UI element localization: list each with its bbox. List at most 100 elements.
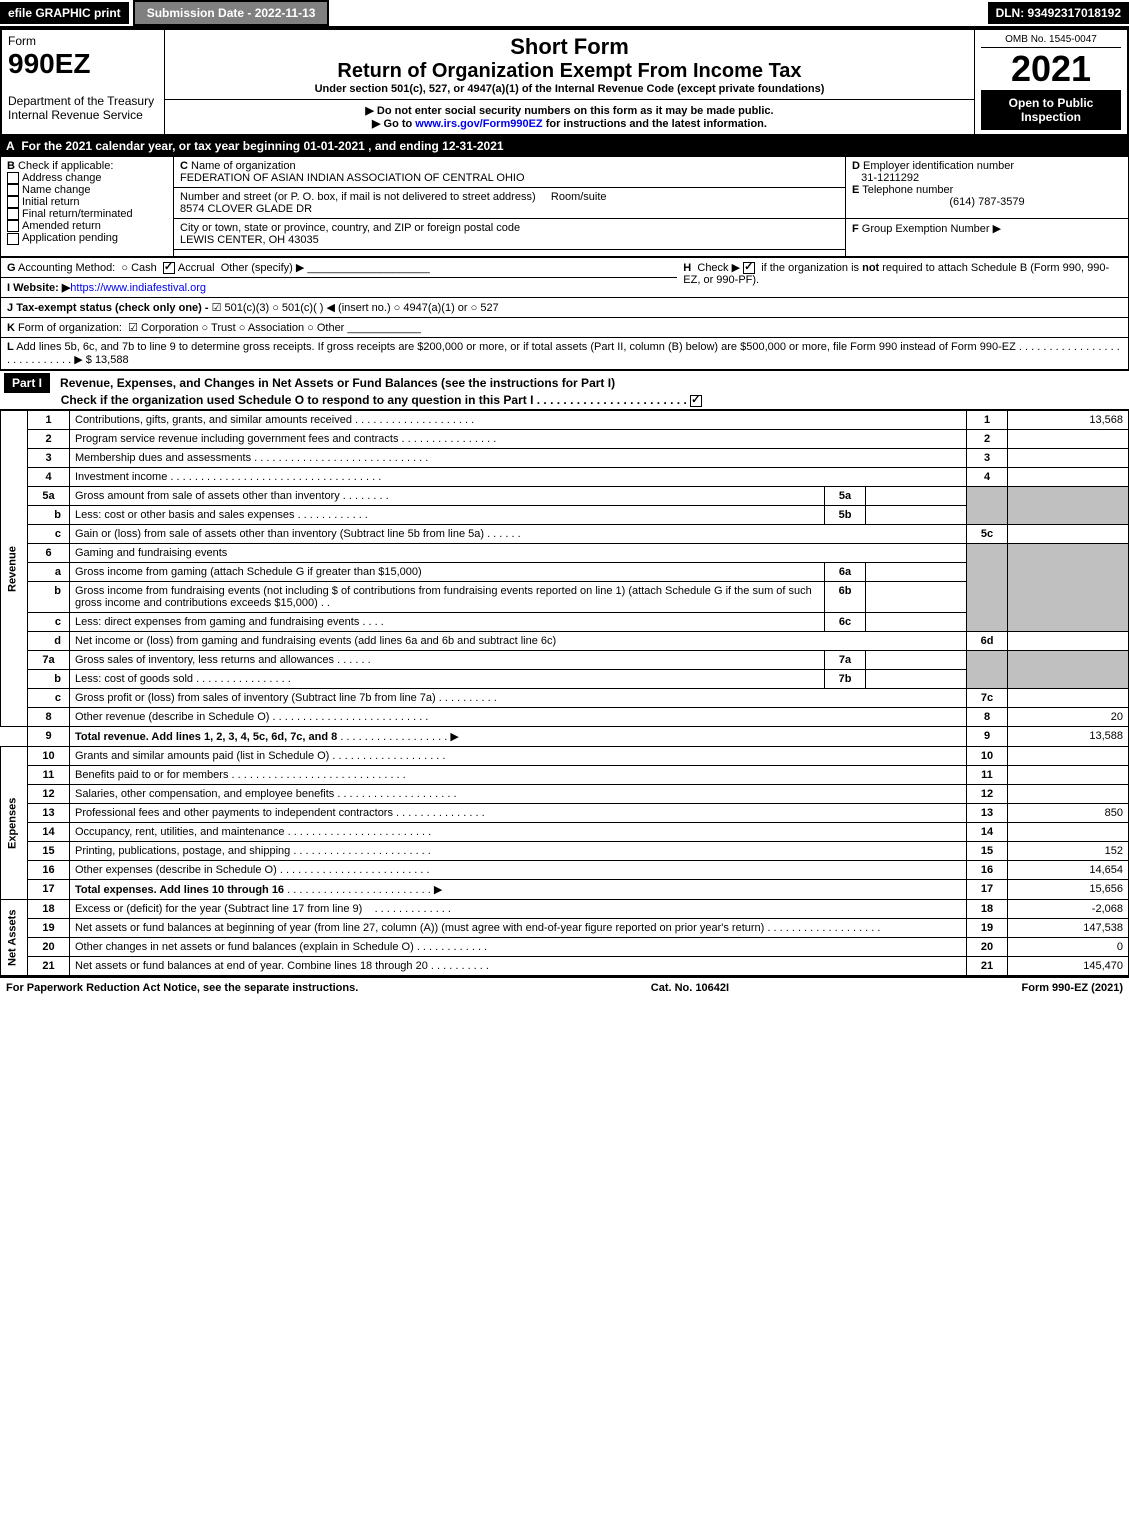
l17-desc: Total expenses. Add lines 10 through 16 (75, 884, 284, 896)
g-label: Accounting Method: (18, 262, 115, 274)
chk-schedule-b[interactable] (743, 262, 755, 274)
l2-desc: Program service revenue including govern… (75, 433, 398, 445)
chk-accrual[interactable] (163, 262, 175, 274)
l5a-desc: Gross amount from sale of assets other t… (75, 490, 340, 502)
l5a-ref: 5a (825, 487, 866, 506)
l8-amt: 20 (1008, 708, 1129, 727)
l9-ref: 9 (967, 727, 1008, 747)
footer-right: Form 990-EZ (2021) (1022, 982, 1123, 994)
l11-ref: 11 (967, 766, 1008, 785)
l-text: Add lines 5b, 6c, and 7b to line 9 to de… (16, 341, 1016, 353)
g-other: Other (specify) ▶ (221, 262, 305, 274)
opt-pending: Application pending (22, 232, 118, 244)
chk-final-return[interactable] (7, 208, 19, 220)
l15-desc: Printing, publications, postage, and shi… (75, 845, 290, 857)
l11-desc: Benefits paid to or for members (75, 769, 228, 781)
submission-date: Submission Date - 2022-11-13 (133, 0, 330, 26)
warning-goto: Go to www.irs.gov/Form990EZ for instruct… (171, 117, 968, 130)
l3-amt (1008, 449, 1129, 468)
city-value: LEWIS CENTER, OH 43035 (180, 234, 319, 246)
info-block: B Check if applicable: Address change Na… (0, 156, 1129, 257)
l18-desc: Excess or (deficit) for the year (Subtra… (75, 903, 362, 915)
chk-address-change[interactable] (7, 172, 19, 184)
ghijkl-block: G Accounting Method: ○ Cash Accrual Othe… (0, 257, 1129, 370)
l18-amt: -2,068 (1008, 900, 1129, 919)
l13-desc: Professional fees and other payments to … (75, 807, 393, 819)
website-link[interactable]: https://www.indiafestival.org (70, 282, 206, 294)
street-value: 8574 CLOVER GLADE DR (180, 203, 312, 215)
opt-address-change: Address change (22, 172, 102, 184)
l19-ref: 19 (967, 919, 1008, 938)
l6-desc: Gaming and fundraising events (75, 547, 227, 559)
irs-label: Internal Revenue Service (8, 108, 143, 122)
l8-ref: 8 (967, 708, 1008, 727)
efile-label[interactable]: efile GRAPHIC print (0, 2, 129, 24)
l6d-amt (1008, 632, 1129, 651)
form-header: Form 990EZ Department of the Treasury In… (0, 28, 1129, 136)
form-number: 990EZ (8, 48, 91, 79)
dept-label: Department of the Treasury (8, 94, 154, 108)
l11-amt (1008, 766, 1129, 785)
chk-pending[interactable] (7, 233, 19, 245)
footer-left: For Paperwork Reduction Act Notice, see … (6, 982, 358, 994)
tax-year: 2021 (981, 48, 1121, 90)
l7a-ref: 7a (825, 651, 866, 670)
l1-desc: Contributions, gifts, grants, and simila… (75, 414, 352, 426)
l8-desc: Other revenue (describe in Schedule O) (75, 711, 269, 723)
form-word: Form (8, 34, 36, 48)
j-label: Tax-exempt status (check only one) - (16, 302, 208, 314)
irs-link[interactable]: www.irs.gov/Form990EZ (415, 118, 542, 130)
part1-check: Check if the organization used Schedule … (61, 393, 534, 407)
opt-name-change: Name change (22, 184, 91, 196)
l14-desc: Occupancy, rent, utilities, and maintena… (75, 826, 285, 838)
phone-value: (614) 787-3579 (852, 196, 1122, 208)
l4-ref: 4 (967, 468, 1008, 487)
l20-amt: 0 (1008, 938, 1129, 957)
l7c-amt (1008, 689, 1129, 708)
l7c-desc: Gross profit or (loss) from sales of inv… (75, 692, 436, 704)
l12-amt (1008, 785, 1129, 804)
chk-name-change[interactable] (7, 184, 19, 196)
l9-amt: 13,588 (1008, 727, 1129, 747)
l21-ref: 21 (967, 957, 1008, 976)
chk-schedule-o[interactable] (690, 395, 702, 407)
footer: For Paperwork Reduction Act Notice, see … (0, 976, 1129, 998)
e-label: Telephone number (862, 184, 953, 196)
l5c-ref: 5c (967, 525, 1008, 544)
l15-ref: 15 (967, 842, 1008, 861)
revenue-label: Revenue (1, 411, 28, 727)
open-inspection: Open to Public Inspection (981, 90, 1121, 130)
l21-desc: Net assets or fund balances at end of ye… (75, 960, 428, 972)
top-bar: efile GRAPHIC print Submission Date - 20… (0, 0, 1129, 28)
l21-amt: 145,470 (1008, 957, 1129, 976)
l14-amt (1008, 823, 1129, 842)
chk-amended[interactable] (7, 220, 19, 232)
lines-table: Revenue 1 Contributions, gifts, grants, … (0, 410, 1129, 976)
expenses-label: Expenses (1, 747, 28, 900)
l4-amt (1008, 468, 1129, 487)
dln-label: DLN: 93492317018192 (988, 2, 1129, 24)
l12-ref: 12 (967, 785, 1008, 804)
l16-desc: Other expenses (describe in Schedule O) (75, 864, 277, 876)
part1-label: Part I (4, 373, 50, 393)
l6b-ref: 6b (825, 582, 866, 613)
section-a-text: For the 2021 calendar year, or tax year … (21, 139, 503, 153)
l3-desc: Membership dues and assessments (75, 452, 251, 464)
part1-row: Part I Revenue, Expenses, and Changes in… (0, 370, 1129, 410)
l6a-ref: 6a (825, 563, 866, 582)
ein-value: 31-1211292 (861, 172, 919, 184)
j-opts: ☑ 501(c)(3) ○ 501(c)( ) ◀ (insert no.) ○… (212, 302, 499, 314)
short-form-title: Short Form (171, 34, 968, 60)
chk-initial-return[interactable] (7, 196, 19, 208)
l5b-ref: 5b (825, 506, 866, 525)
b-label: Check if applicable: (18, 160, 113, 172)
f-label: Group Exemption Number (862, 223, 990, 235)
l17-amt: 15,656 (1008, 880, 1129, 900)
d-label: Employer identification number (863, 160, 1014, 172)
f-arrow: ▶ (993, 223, 1001, 235)
l12-desc: Salaries, other compensation, and employ… (75, 788, 334, 800)
l14-ref: 14 (967, 823, 1008, 842)
l5c-amt (1008, 525, 1129, 544)
i-label: Website: ▶ (13, 282, 70, 294)
l10-desc: Grants and similar amounts paid (list in… (75, 750, 329, 762)
